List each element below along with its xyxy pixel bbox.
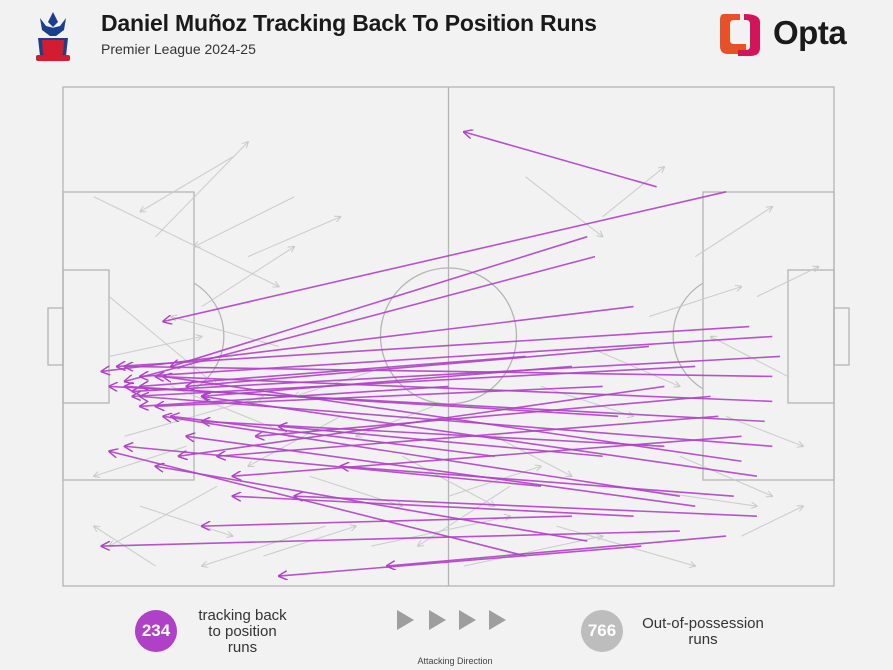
oop-run-arrow: [155, 142, 249, 238]
oop-run-arrow: [756, 267, 819, 298]
play-arrow-icon: [397, 610, 414, 630]
oop-run-arrow: [418, 485, 511, 546]
chart-title: Daniel Muñoz Tracking Back To Position R…: [101, 10, 597, 36]
oop-run-arrow: [170, 385, 294, 436]
left-six-yard-box: [62, 269, 110, 404]
attacking-direction-label: Attacking Direction: [417, 656, 493, 666]
oop-run-arrow: [648, 287, 742, 318]
oop-label-line: Out-of-possession: [642, 615, 764, 632]
tracking-run-arrow: [186, 436, 696, 507]
tracking-run-arrow: [387, 535, 727, 566]
oop-run-arrow: [108, 296, 217, 387]
oop-run-arrow: [248, 415, 341, 466]
oop-run-arrow: [171, 317, 280, 348]
oop-run-arrow: [140, 156, 233, 212]
right-penalty-arc: [672, 282, 704, 390]
crystal-palace-crest-icon: [36, 12, 70, 61]
tracking-label-line: tracking back: [198, 607, 287, 624]
tracking-run-arrow: [294, 496, 757, 517]
oop-run-arrow: [741, 506, 803, 537]
pitch-markings: [47, 86, 850, 587]
left-penalty-area: [62, 191, 195, 481]
header: Daniel Muñoz Tracking Back To Position R…: [0, 0, 893, 80]
oop-run-arrow: [309, 475, 403, 506]
tracking-run-arrow: [156, 385, 603, 406]
tracking-run-arrow: [217, 415, 719, 456]
tracking-runs-layer: [102, 132, 781, 576]
oop-run-arrow: [694, 207, 772, 258]
legend: 234 tracking back to position runs Attac…: [0, 600, 893, 670]
oop-run-arrow: [201, 247, 295, 308]
tracking-run-arrow: [117, 325, 750, 367]
oop-run-arrow: [587, 345, 680, 386]
tracking-run-arrow: [140, 335, 773, 377]
tracking-run-arrow: [464, 132, 657, 188]
oop-run-arrow: [540, 385, 634, 416]
oop-label-line: runs: [688, 631, 718, 648]
tracking-run-arrow: [233, 435, 742, 476]
oop-legend-label: Out-of-possession runs: [628, 616, 778, 648]
oop-run-arrow: [247, 217, 341, 258]
tracking-run-arrow: [109, 451, 526, 557]
oop-run-arrow: [294, 365, 387, 396]
oop-run-arrow: [494, 435, 572, 476]
tracking-run-arrow: [125, 366, 773, 378]
opta-wordmark: Opta: [773, 14, 847, 51]
oop-run-arrow: [202, 525, 326, 566]
tracking-run-arrow: [186, 345, 650, 386]
tracking-run-arrow: [140, 385, 449, 406]
tracking-run-arrow: [171, 416, 495, 458]
tracking-run-arrow: [341, 466, 734, 497]
oop-count-badge: 766: [581, 610, 623, 652]
tracking-run-arrow: [171, 235, 588, 367]
tracking-run-arrow: [202, 515, 572, 526]
tracking-run-arrow: [102, 530, 680, 546]
oop-run-arrow: [356, 405, 434, 436]
tracking-run-arrow: [132, 365, 696, 396]
play-arrow-icon: [429, 610, 446, 630]
oop-run-arrow: [93, 196, 279, 287]
oop-run-arrow: [109, 485, 218, 546]
tracking-run-arrow: [125, 446, 542, 487]
oop-run-arrow: [401, 455, 495, 506]
tracking-run-arrow: [279, 545, 642, 576]
oop-run-arrow: [463, 536, 603, 567]
tracking-run-arrow: [233, 496, 634, 517]
left-goal: [47, 307, 64, 366]
tracking-label-line: to position: [208, 623, 277, 640]
tracking-run-arrow: [102, 305, 634, 372]
oop-run-arrow: [139, 505, 233, 536]
tracking-run-arrow: [179, 385, 665, 456]
oop-run-arrow: [109, 337, 202, 357]
tracking-legend-label: tracking back to position runs: [190, 608, 295, 656]
oop-run-arrow: [194, 196, 295, 247]
opta-logo-icon: [720, 14, 760, 56]
play-arrow-icon: [489, 610, 506, 630]
attacking-direction-indicator: Attacking Direction: [395, 610, 515, 666]
right-six-yard-box: [787, 269, 835, 404]
tracking-run-arrow: [163, 191, 727, 322]
oop-runs-layer: [94, 142, 819, 566]
chart-subtitle: Premier League 2024-25: [101, 41, 256, 57]
tracking-run-arrow: [140, 396, 773, 448]
oop-run-arrow: [679, 455, 773, 496]
oop-run-arrow: [602, 167, 665, 218]
oop-run-arrow: [725, 415, 803, 446]
tracking-count-badge: 234: [135, 610, 177, 652]
tracking-run-arrow: [279, 426, 603, 458]
right-goal: [833, 307, 850, 366]
tracking-run-arrow: [202, 365, 572, 396]
tracking-label-line: runs: [227, 639, 258, 656]
tracking-run-arrow: [132, 355, 781, 391]
tracking-run-arrow: [256, 395, 711, 436]
oop-run-arrow: [556, 525, 695, 566]
oop-run-arrow: [525, 176, 603, 237]
oop-run-arrow: [711, 337, 788, 377]
play-arrow-icon: [459, 610, 476, 630]
tracking-run-arrow: [163, 416, 680, 497]
tracking-run-arrow: [140, 355, 526, 386]
